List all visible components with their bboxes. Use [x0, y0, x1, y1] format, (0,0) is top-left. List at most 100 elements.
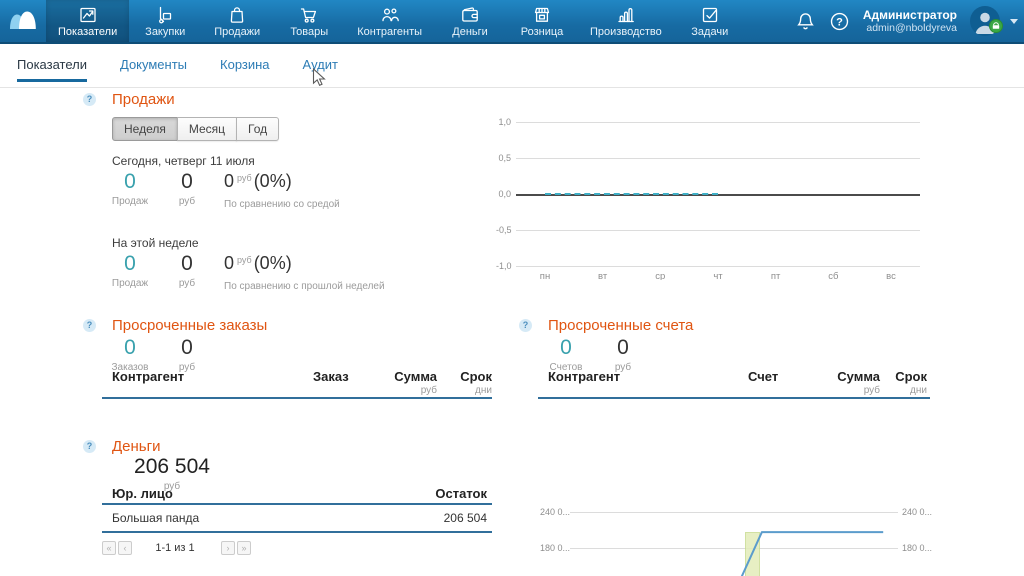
overdue-invoices-count: 0 Счетов [542, 336, 590, 373]
pager-first-button[interactable]: « [102, 541, 116, 555]
nav-item-sales[interactable]: Продажи [201, 0, 273, 42]
goods-icon [299, 5, 319, 25]
sales-week-count-label: Продаж [111, 278, 149, 289]
nav-item-retail[interactable]: Розница [506, 0, 578, 42]
col-header-legal-entity[interactable]: Юр. лицо [112, 486, 173, 501]
money-row-name[interactable]: Большая панда [112, 511, 200, 525]
tab-3[interactable]: Аудит [302, 57, 338, 72]
sales-section-title[interactable]: Продажи [112, 91, 175, 108]
overdue-orders-count-value: 0 [124, 336, 136, 359]
compare-label: По сравнению с прошлой неделей [224, 281, 385, 292]
pager-last-button[interactable]: » [237, 541, 251, 555]
sales-today-heading: Сегодня, четверг 11 июля [112, 154, 255, 168]
col-header-term[interactable]: Срок [460, 369, 492, 384]
overdue-invoices-count-value: 0 [560, 336, 572, 359]
col-header-invoice[interactable]: Счет [748, 369, 779, 384]
compare-pct: (0%) [253, 253, 292, 273]
sales-help-icon[interactable]: ? [83, 93, 96, 106]
pager-prev-button[interactable]: ‹ [118, 541, 132, 555]
table-rule [538, 397, 930, 399]
period-button-месяц[interactable]: Месяц [176, 117, 238, 141]
period-button-год[interactable]: Год [236, 117, 280, 141]
col-header-order[interactable]: Заказ [313, 369, 349, 384]
nav-item-purchases[interactable]: Закупки [129, 0, 201, 42]
y-tick-label: 0,5 [498, 153, 511, 163]
y-gridline [516, 266, 920, 267]
col-unit-days: дни [475, 385, 492, 396]
overdue-invoices-title[interactable]: Просроченные счета [548, 317, 694, 334]
overdue-invoices-amount: 0 руб [599, 336, 647, 373]
money-section-title[interactable]: Деньги [112, 438, 161, 455]
overdue-invoices-help-icon[interactable]: ? [519, 319, 532, 332]
overdue-orders-amount-label: руб [178, 362, 196, 373]
sales-icon [227, 5, 247, 25]
money-total: 206 504 руб [112, 455, 232, 492]
col-header-sum[interactable]: Сумма [394, 369, 437, 384]
overdue-invoices-amount-label: руб [614, 362, 632, 373]
col-header-counterparty[interactable]: Контрагент [112, 369, 185, 384]
user-avatar[interactable] [970, 6, 1003, 38]
app-header: Показатели Закупки Продажи Товары Контрагент… [0, 0, 1024, 44]
sales-week-count-value: 0 [124, 252, 136, 275]
notifications-bell-icon[interactable] [795, 11, 816, 32]
money-pagination: « ‹ 1-1 из 1 › » [102, 541, 492, 555]
sales-week-amount-label: руб [178, 278, 196, 289]
app-logo[interactable] [0, 0, 46, 42]
nav-item-label: Деньги [452, 25, 488, 38]
nav-item-label: Продажи [214, 25, 261, 38]
metrics-icon [78, 5, 98, 25]
overdue-orders-title[interactable]: Просроченные заказы [112, 317, 268, 334]
col-header-sum[interactable]: Сумма [837, 369, 880, 384]
pager-next-button[interactable]: › [221, 541, 235, 555]
user-name: Администратор [862, 7, 957, 22]
y-tick-label-left: 240 0... [540, 507, 571, 517]
user-menu[interactable]: Администратор admin@nboldyreva [863, 8, 957, 35]
overdue-orders-count-label: Заказов [111, 362, 149, 373]
y-gridline [570, 548, 898, 549]
y-gridline [516, 158, 920, 159]
nav-item-production[interactable]: Производство [578, 0, 674, 42]
y-gridline [516, 122, 920, 123]
overdue-orders-help-icon[interactable]: ? [83, 319, 96, 332]
tab-2[interactable]: Корзина [220, 57, 270, 72]
y-tick-label-left: 180 0... [540, 543, 571, 553]
col-unit-days: дни [910, 385, 927, 396]
overdue-invoices-table: Контрагент Счет Сумма Срок руб дни [538, 369, 930, 399]
period-button-неделя[interactable]: Неделя [112, 117, 178, 141]
sales-today-amount-label: руб [178, 196, 196, 207]
sales-today-count-value: 0 [124, 170, 136, 193]
y-tick-label-right: 180 0... [902, 543, 932, 553]
svg-text:?: ? [836, 16, 843, 28]
x-tick-label: вс [886, 271, 896, 280]
sales-week-count: 0 Продаж [106, 252, 154, 289]
nav-item-money[interactable]: Деньги [434, 0, 506, 42]
tab-1[interactable]: Документы [120, 57, 188, 72]
user-email: admin@nboldyreva [866, 21, 957, 34]
money-total-unit: руб [163, 481, 181, 492]
balance-series-line [740, 531, 884, 576]
money-help-icon[interactable]: ? [83, 440, 96, 453]
nav-item-metrics[interactable]: Показатели [46, 0, 130, 42]
nav-item-label: Контрагенты [357, 25, 423, 38]
sales-week-comparison: 0 руб (0%) По сравнению с прошлой неделей [224, 252, 385, 292]
money-icon [460, 5, 480, 25]
sales-today-amount-value: 0 [181, 170, 193, 193]
user-menu-caret-icon[interactable] [1010, 18, 1018, 24]
nav-item-goods[interactable]: Товары [273, 0, 345, 42]
help-icon[interactable]: ? [829, 11, 850, 32]
sales-today-amount: 0 руб [163, 170, 211, 207]
nav-item-partners[interactable]: Контрагенты [345, 0, 434, 42]
col-header-counterparty[interactable]: Контрагент [548, 369, 621, 384]
x-tick-label: пн [539, 271, 551, 280]
col-header-term[interactable]: Срок [895, 369, 927, 384]
sales-week-chart: 1,0 0,5 0,0 -0,5 -1,0 пн вт ср чт пт сб вс [496, 108, 930, 280]
money-total-value: 206 504 [134, 455, 210, 478]
overdue-orders-count: 0 Заказов [106, 336, 154, 373]
tab-0-active[interactable]: Показатели [17, 57, 87, 82]
col-header-balance[interactable]: Остаток [435, 486, 487, 501]
y-tick-label: -1,0 [496, 261, 512, 271]
retail-status-badge-icon [989, 19, 1003, 38]
nav-item-tasks[interactable]: Задачи [674, 0, 746, 42]
money-row-balance: 206 504 [443, 511, 487, 525]
